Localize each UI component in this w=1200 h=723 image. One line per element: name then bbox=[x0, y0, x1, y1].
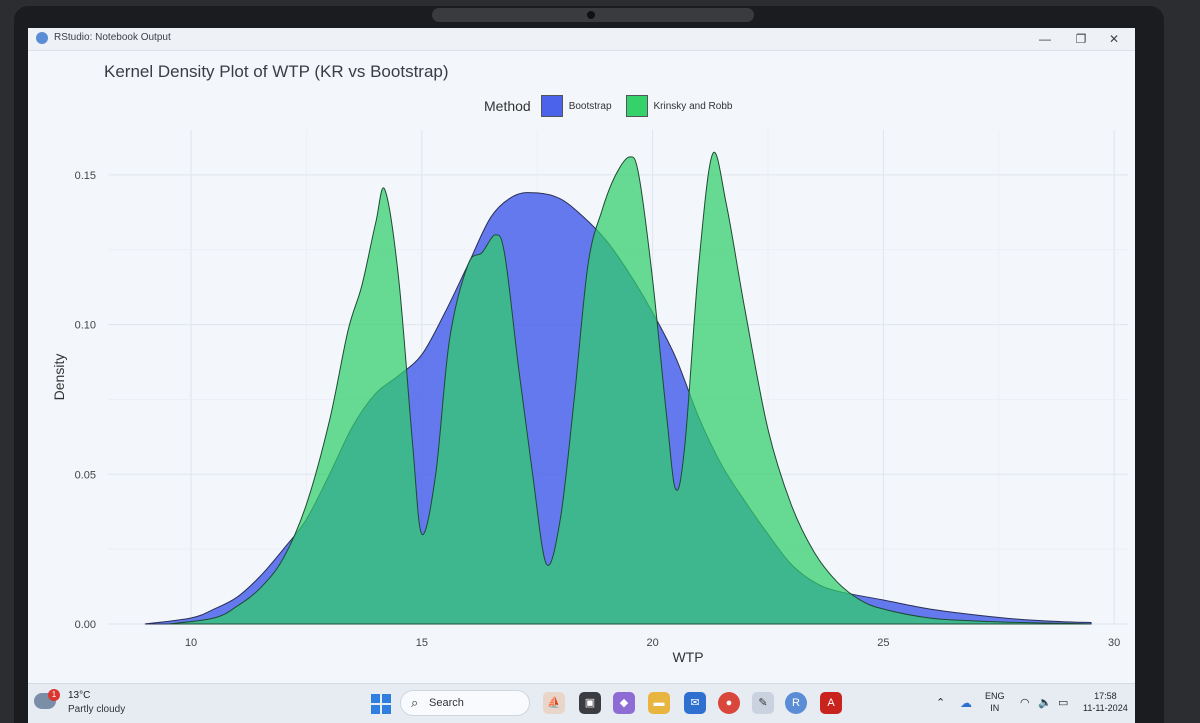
taskbar: 1 13°C Partly cloudy ⌕ Search ⛵ ▣ ◆ ▬ ✉ … bbox=[28, 683, 1135, 723]
show-hidden-icons[interactable]: ⌃ bbox=[936, 697, 946, 709]
plot-area: Kernel Density Plot of WTP (KR vs Bootst… bbox=[28, 50, 1135, 683]
acrobat-icon[interactable]: A bbox=[820, 692, 842, 714]
restore-button[interactable]: ❐ bbox=[1075, 32, 1087, 46]
taskbar-search[interactable]: ⌕ Search bbox=[400, 690, 530, 716]
x-tick-label: 30 bbox=[1108, 637, 1120, 649]
y-tick-label: 0.00 bbox=[75, 619, 96, 631]
rstudio-taskbar-icon[interactable]: R bbox=[785, 692, 807, 714]
webcam-notch bbox=[432, 8, 754, 22]
windows-logo-icon bbox=[371, 694, 380, 703]
weather-alert-badge: 1 bbox=[48, 689, 60, 701]
rstudio-app-icon bbox=[36, 32, 48, 44]
outlook-icon[interactable]: ✉ bbox=[684, 692, 706, 714]
clock[interactable]: 17:58 11-11-2024 bbox=[1083, 690, 1128, 714]
clock-time: 17:58 bbox=[1094, 691, 1117, 701]
x-tick-label: 10 bbox=[185, 637, 197, 649]
search-icon: ⌕ bbox=[411, 695, 419, 710]
plot-title: Kernel Density Plot of WTP (KR vs Bootst… bbox=[104, 62, 449, 81]
weather-temperature[interactable]: 13°C bbox=[68, 690, 91, 701]
legend-key-kr bbox=[625, 95, 648, 117]
weather-condition[interactable]: Partly cloudy bbox=[68, 704, 126, 715]
x-tick-label: 25 bbox=[877, 637, 889, 649]
language-code: ENG bbox=[985, 691, 1005, 701]
y-axis-label: Density bbox=[51, 354, 67, 401]
chrome-icon[interactable]: ● bbox=[718, 692, 740, 714]
start-button[interactable] bbox=[371, 694, 391, 714]
task-view-icon[interactable]: ▣ bbox=[579, 692, 601, 714]
copilot-icon[interactable]: ◆ bbox=[613, 692, 635, 714]
y-tick-label: 0.15 bbox=[75, 170, 96, 182]
legend-title: Method bbox=[484, 98, 531, 114]
legend-label-kr: Krinsky and Robb bbox=[653, 100, 733, 112]
minimize-button[interactable]: — bbox=[1039, 32, 1051, 46]
search-label: Search bbox=[429, 697, 464, 709]
volume-icon[interactable]: 🔈 bbox=[1038, 697, 1052, 709]
webcam-icon bbox=[587, 11, 595, 19]
battery-icon[interactable]: ▭ bbox=[1058, 697, 1069, 709]
language-indicator[interactable]: ENG IN bbox=[985, 690, 1005, 714]
x-axis-label: WTP bbox=[672, 649, 703, 665]
legend: Method Bootstrap Krinsky and Robb bbox=[484, 94, 740, 118]
density-area-krinsky-robb bbox=[167, 151, 1092, 625]
wifi-icon[interactable]: ◠ bbox=[1020, 697, 1030, 709]
legend-key-bootstrap bbox=[540, 95, 563, 117]
screen: RStudio: Notebook Output — ❐ ✕ Kernel De… bbox=[28, 28, 1135, 723]
clock-date: 11-11-2024 bbox=[1083, 703, 1128, 713]
y-tick-label: 0.10 bbox=[75, 320, 96, 332]
y-tick-label: 0.05 bbox=[75, 469, 96, 481]
density-chart: 10 15 20 25 30 0.00 0.05 0.10 0.15 WTP Density bbox=[51, 130, 1128, 665]
notepad-icon[interactable]: ✎ bbox=[752, 692, 774, 714]
language-region: IN bbox=[990, 703, 1000, 713]
x-tick-label: 15 bbox=[416, 637, 428, 649]
legend-label-bootstrap: Bootstrap bbox=[568, 100, 612, 112]
window-title: RStudio: Notebook Output bbox=[54, 32, 171, 43]
onedrive-icon[interactable]: ☁ bbox=[960, 696, 972, 710]
file-explorer-icon[interactable]: ▬ bbox=[648, 692, 670, 714]
window-titlebar: RStudio: Notebook Output — ❐ ✕ bbox=[28, 28, 1135, 51]
widgets-icon[interactable]: ⛵ bbox=[543, 692, 565, 714]
close-button[interactable]: ✕ bbox=[1108, 32, 1120, 46]
x-tick-label: 20 bbox=[646, 637, 658, 649]
